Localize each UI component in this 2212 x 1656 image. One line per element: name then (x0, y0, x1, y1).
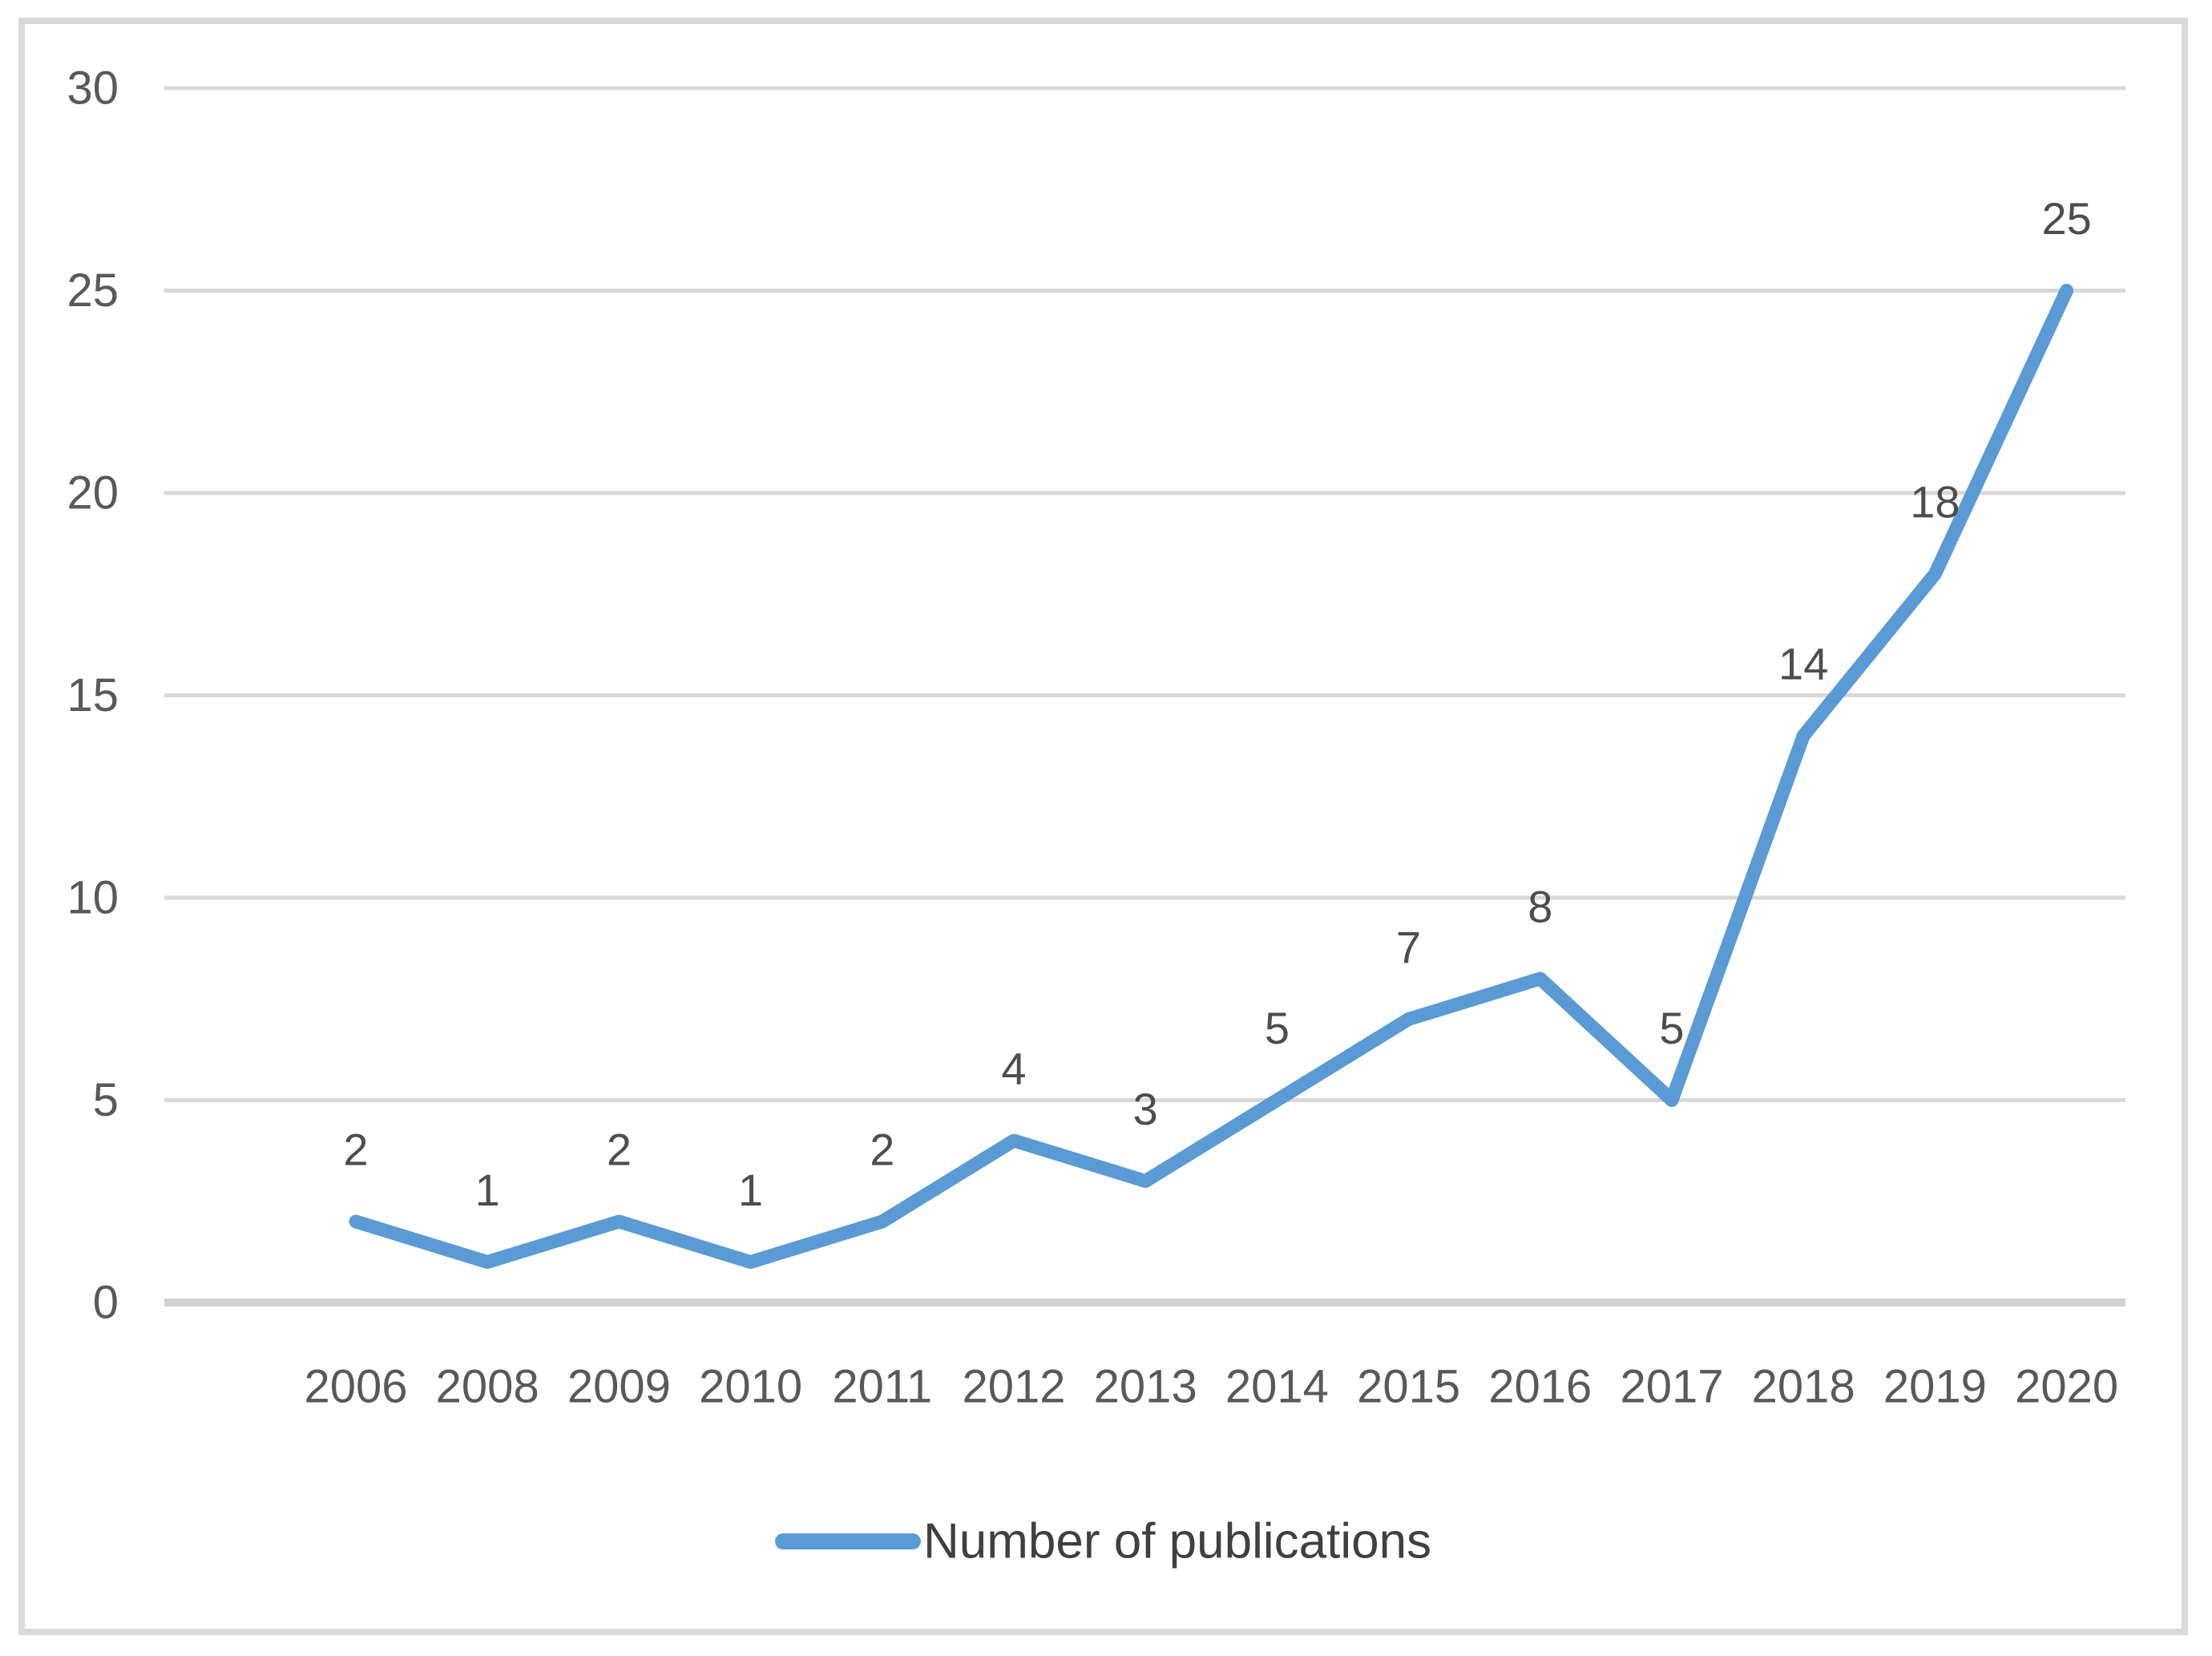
data-point-label-2012: 4 (1001, 1044, 1026, 1094)
data-point-label-2013: 3 (1133, 1084, 1158, 1134)
data-point-label-2019: 18 (1910, 477, 1960, 527)
x-tick-label-2017: 2017 (1620, 1361, 1723, 1413)
y-tick-label-5: 5 (93, 1074, 119, 1126)
y-tick-label-10: 10 (67, 872, 119, 924)
data-point-label-2020: 25 (2041, 193, 2091, 244)
y-tick-label-30: 30 (67, 63, 119, 115)
data-point-label-2008: 1 (475, 1165, 500, 1215)
x-tick-label-2009: 2009 (567, 1361, 671, 1413)
x-axis-tick-labels: 2006 2008 2009 2010 2011 2012 2013 2014 2015 2016… (304, 1361, 2118, 1413)
x-tick-label-2008: 2008 (436, 1361, 539, 1413)
y-tick-label-0: 0 (93, 1277, 119, 1329)
gridlines (164, 86, 2125, 1307)
data-point-label-2018: 14 (1778, 639, 1828, 689)
x-tick-label-2006: 2006 (304, 1361, 407, 1413)
x-tick-label-2019: 2019 (1883, 1361, 1987, 1413)
y-tick-label-25: 25 (67, 265, 119, 317)
data-point-label-2006: 2 (343, 1125, 368, 1175)
y-tick-label-20: 20 (67, 467, 119, 519)
data-point-label-2016: 8 (1528, 882, 1552, 932)
y-axis-tick-labels: 0 5 10 15 20 25 30 (67, 63, 119, 1329)
data-point-label-2011: 2 (870, 1125, 894, 1175)
series-line-number-of-publications (349, 284, 2074, 1269)
data-point-label-2014: 5 (1265, 1003, 1290, 1053)
x-tick-label-2010: 2010 (699, 1361, 802, 1413)
x-tick-label-2013: 2013 (1094, 1361, 1197, 1413)
x-tick-label-2020: 2020 (2015, 1361, 2118, 1413)
data-point-labels: 2 1 2 1 2 4 3 5 7 8 5 14 18 25 (343, 193, 2091, 1215)
x-tick-label-2011: 2011 (832, 1361, 932, 1413)
x-tick-label-2014: 2014 (1225, 1361, 1329, 1413)
legend-label: Number of publications (923, 1514, 1431, 1569)
data-point-label-2009: 2 (607, 1125, 632, 1175)
chart-border-frame (18, 18, 2188, 1635)
data-point-label-2017: 5 (1659, 1003, 1684, 1053)
x-tick-label-2015: 2015 (1357, 1361, 1460, 1413)
x-tick-label-2016: 2016 (1488, 1361, 1592, 1413)
data-point-label-2010: 1 (738, 1165, 763, 1215)
data-point-label-2015: 7 (1396, 922, 1421, 972)
x-tick-label-2018: 2018 (1752, 1361, 1855, 1413)
x-tick-label-2012: 2012 (962, 1361, 1065, 1413)
legend: Number of publications (775, 1514, 1431, 1569)
y-tick-label-15: 15 (67, 669, 119, 721)
